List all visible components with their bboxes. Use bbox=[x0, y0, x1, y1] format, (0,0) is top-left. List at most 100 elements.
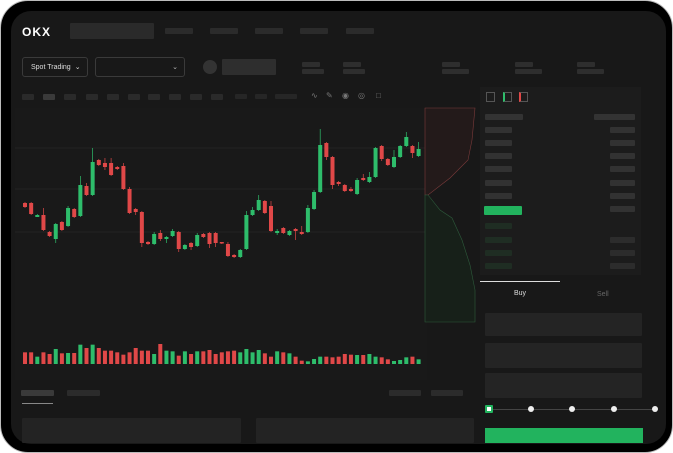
interval-button[interactable] bbox=[86, 94, 98, 100]
stat-label bbox=[515, 62, 533, 67]
candle bbox=[392, 157, 396, 167]
candle bbox=[164, 237, 169, 239]
chart-type-button[interactable] bbox=[275, 94, 297, 99]
both-sides-icon[interactable] bbox=[486, 92, 495, 102]
ask-price bbox=[485, 166, 512, 172]
candle bbox=[275, 231, 280, 233]
candle bbox=[219, 242, 224, 244]
volume-bar bbox=[109, 350, 114, 364]
stat-label bbox=[343, 62, 361, 67]
camera-icon[interactable]: ◉ bbox=[342, 91, 349, 100]
candle bbox=[72, 209, 77, 217]
amount-input[interactable] bbox=[485, 343, 642, 368]
slider-stop[interactable] bbox=[569, 406, 575, 412]
expand-icon[interactable]: □ bbox=[376, 91, 381, 100]
coin-icon bbox=[203, 60, 217, 74]
bids-only-icon[interactable] bbox=[503, 92, 512, 102]
interval-button[interactable] bbox=[107, 94, 119, 100]
candle bbox=[398, 146, 403, 157]
price-input[interactable] bbox=[485, 313, 642, 336]
candle bbox=[23, 203, 27, 207]
ask-amount bbox=[610, 180, 635, 186]
candle bbox=[182, 245, 187, 249]
asks-only-icon[interactable] bbox=[519, 92, 528, 102]
candle bbox=[102, 163, 107, 167]
filter-button[interactable] bbox=[389, 390, 421, 396]
indicator-button[interactable] bbox=[255, 94, 267, 99]
volume-bar bbox=[404, 357, 409, 364]
candle bbox=[367, 177, 372, 182]
candle bbox=[53, 224, 58, 239]
slider-stop[interactable] bbox=[527, 406, 534, 412]
tab-open-orders[interactable] bbox=[21, 390, 54, 396]
candle bbox=[342, 185, 347, 191]
candle bbox=[207, 233, 212, 244]
chart-panel[interactable] bbox=[15, 108, 427, 380]
slider-stop[interactable] bbox=[610, 406, 617, 412]
nav-item[interactable] bbox=[346, 28, 374, 34]
volume-bar bbox=[361, 355, 366, 364]
nav-item[interactable] bbox=[255, 28, 283, 34]
assets-card bbox=[256, 418, 474, 443]
bid-amount bbox=[610, 250, 635, 256]
volume-bar bbox=[182, 351, 187, 364]
volume-bar bbox=[115, 352, 120, 364]
volume-bar bbox=[84, 348, 89, 364]
candle bbox=[238, 250, 243, 257]
slider-handle[interactable] bbox=[485, 405, 493, 413]
candle bbox=[336, 182, 341, 184]
slider-stop[interactable] bbox=[652, 406, 658, 412]
stat-label bbox=[302, 62, 320, 67]
volume-bar bbox=[367, 354, 372, 364]
stat-label bbox=[577, 62, 595, 67]
tab-buy[interactable]: Buy bbox=[514, 290, 527, 297]
volume-bar bbox=[158, 344, 163, 364]
interval-button[interactable] bbox=[43, 94, 55, 100]
interval-button[interactable] bbox=[22, 94, 34, 100]
stat-value bbox=[577, 69, 604, 74]
volume-bar bbox=[133, 348, 138, 364]
interval-button[interactable] bbox=[128, 94, 140, 100]
candle bbox=[90, 162, 95, 195]
interval-button[interactable] bbox=[64, 94, 76, 100]
stat-value bbox=[343, 69, 365, 74]
candle bbox=[35, 215, 40, 217]
interval-button[interactable] bbox=[169, 94, 181, 100]
interval-button[interactable] bbox=[190, 94, 202, 100]
depth-bids bbox=[424, 194, 476, 323]
tab-order-history[interactable] bbox=[67, 390, 100, 396]
pen-icon[interactable]: ✎ bbox=[326, 91, 333, 100]
target-icon[interactable]: ◎ bbox=[358, 91, 365, 100]
interval-button[interactable] bbox=[211, 94, 223, 100]
candle bbox=[305, 208, 310, 232]
volume-bar bbox=[195, 351, 200, 364]
candle bbox=[176, 232, 181, 249]
buy-button[interactable] bbox=[485, 428, 643, 443]
volume-bar bbox=[318, 356, 323, 364]
total-input[interactable] bbox=[485, 373, 642, 398]
volume-bar bbox=[416, 359, 421, 364]
chevron-down-icon: ⌄ bbox=[172, 64, 178, 71]
nav-item[interactable] bbox=[300, 28, 328, 34]
chevron-down-icon: ⌄ bbox=[74, 64, 81, 71]
nav-item[interactable] bbox=[210, 28, 238, 34]
volume-bar bbox=[23, 352, 27, 364]
dropdown-label: Spot Trading bbox=[31, 63, 71, 71]
nav-item[interactable] bbox=[165, 28, 193, 34]
ask-price bbox=[485, 153, 512, 159]
line-icon[interactable]: ∿ bbox=[311, 91, 318, 100]
interval-button[interactable] bbox=[148, 94, 160, 100]
candle bbox=[121, 166, 126, 189]
bid-price bbox=[485, 237, 512, 243]
bid-amount bbox=[610, 237, 635, 243]
indicator-button[interactable] bbox=[235, 94, 247, 99]
spot-trading-dropdown[interactable]: Spot Trading ⌄ bbox=[22, 57, 88, 77]
search-input[interactable] bbox=[70, 23, 154, 39]
candle bbox=[133, 209, 138, 212]
pair-dropdown[interactable]: ⌄ bbox=[95, 57, 185, 77]
tab-sell[interactable]: Sell bbox=[597, 291, 609, 298]
volume-bar bbox=[275, 351, 280, 364]
cancel-all-button[interactable] bbox=[431, 390, 463, 396]
stat-label bbox=[442, 62, 460, 67]
